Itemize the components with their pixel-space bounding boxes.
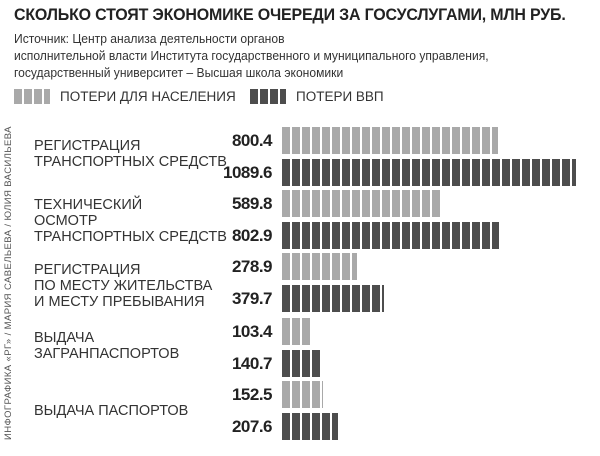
legend-item-gdp: ПОТЕРИ ВВП <box>250 89 384 104</box>
legend-swatch-dark <box>250 89 286 104</box>
data-label: 140.7 <box>231 354 273 373</box>
source-line: исполнительной власти Института государс… <box>14 48 489 63</box>
legend-swatch-light <box>14 89 50 104</box>
data-label: 800.4 <box>231 131 273 150</box>
data-label: 103.4 <box>231 322 273 341</box>
category-label: РЕГИСТРАЦИЯ ПО МЕСТУ ЖИТЕЛЬСТВА И МЕСТУ … <box>34 262 213 310</box>
data-label: 589.8 <box>231 194 273 213</box>
data-label: 207.6 <box>231 417 273 436</box>
bar-population <box>282 127 498 154</box>
category-label: ВЫДАЧА ЗАГРАНПАСПОРТОВ <box>34 330 180 362</box>
category-label: ТЕХНИЧЕСКИЙ ОСМОТР ТРАНСПОРТНЫХ СРЕДСТВ <box>34 197 227 245</box>
bar-gdp <box>282 285 384 312</box>
category-label: РЕГИСТРАЦИЯ ТРАНСПОРТНЫХ СРЕДСТВ <box>34 138 227 170</box>
source-line: государственный университет – Высшая шко… <box>14 65 344 80</box>
source-text: Источник: Центр анализа деятельности орг… <box>14 30 489 81</box>
legend-item-population: ПОТЕРИ ДЛЯ НАСЕЛЕНИЯ <box>14 89 236 104</box>
bar-gdp <box>282 159 576 186</box>
source-line: Источник: Центр анализа деятельности орг… <box>14 31 285 46</box>
bar-gdp <box>282 413 338 440</box>
data-label: 379.7 <box>231 289 273 308</box>
data-label: 152.5 <box>231 385 273 404</box>
bar-population <box>282 318 310 345</box>
bar-gdp <box>282 350 320 377</box>
bar-population <box>282 190 441 217</box>
data-label: 802.9 <box>231 226 273 245</box>
data-label: 278.9 <box>231 257 273 276</box>
chart-title: СКОЛЬКО СТОЯТ ЭКОНОМИКЕ ОЧЕРЕДИ ЗА ГОСУС… <box>14 5 566 24</box>
bar-gdp <box>282 222 499 249</box>
data-label: 1089.6 <box>223 163 273 182</box>
bar-population <box>282 253 357 280</box>
legend-label: ПОТЕРИ ДЛЯ НАСЕЛЕНИЯ <box>60 89 236 104</box>
legend-label: ПОТЕРИ ВВП <box>296 89 384 104</box>
credit-text: ИНФОГРАФИКА «РГ» / МАРИЯ САВЕЛЬЕВА / ЮЛИ… <box>3 126 14 440</box>
category-label: ВЫДАЧА ПАСПОРТОВ <box>34 403 189 419</box>
bar-population <box>282 381 323 408</box>
